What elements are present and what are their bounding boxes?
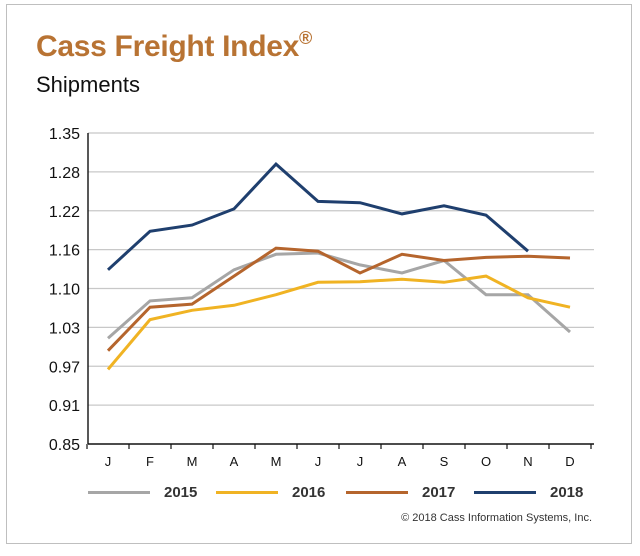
x-tick-label: A xyxy=(398,454,407,469)
legend-label: 2017 xyxy=(422,483,456,501)
x-tick-label: S xyxy=(440,454,449,469)
y-tick-label: 1.22 xyxy=(49,204,80,221)
copyright-text: © 2018 Cass Information Systems, Inc. xyxy=(401,512,592,524)
axes xyxy=(86,133,594,449)
legend-item-2015: 2015 xyxy=(88,480,197,504)
y-tick-label: 0.85 xyxy=(49,437,80,454)
legend-item-2018: 2018 xyxy=(474,480,583,504)
series-line-2018 xyxy=(106,162,529,271)
y-tick-label: 0.91 xyxy=(49,398,80,415)
series-line-2017 xyxy=(106,246,571,352)
x-tick-label: M xyxy=(271,454,282,469)
x-tick-label: D xyxy=(565,454,574,469)
legend-label: 2016 xyxy=(292,483,326,501)
x-tick-label: J xyxy=(315,454,322,469)
y-tick-label: 1.28 xyxy=(49,165,80,182)
y-tick-label: 1.16 xyxy=(49,243,80,260)
x-tick-label: O xyxy=(481,454,491,469)
x-tick-label: F xyxy=(146,454,154,469)
legend-swatch xyxy=(216,490,278,494)
grid-lines xyxy=(88,132,594,406)
legend-label: 2018 xyxy=(550,483,584,501)
legend-item-2016: 2016 xyxy=(216,480,325,504)
chart-title: Cass Freight Index® xyxy=(36,28,312,64)
y-tick-label: 0.97 xyxy=(49,359,80,376)
chart-subtitle: Shipments xyxy=(36,72,140,97)
x-tick-label: M xyxy=(187,454,198,469)
x-tick-label: N xyxy=(523,454,532,469)
chart-title-text: Cass Freight Index xyxy=(36,30,300,63)
x-tick-label: J xyxy=(105,454,112,469)
x-tick-label: J xyxy=(357,454,364,469)
y-tick-label: 1.35 xyxy=(49,126,80,143)
legend-item-2017: 2017 xyxy=(346,480,455,504)
legend: 2015 2016 2017 2018 xyxy=(88,480,588,504)
registered-mark: ® xyxy=(299,28,312,48)
tick-labels: 1.35 1.28 1.22 1.16 1.10 1.03 0.97 0.91 0.85 J F M A… xyxy=(49,126,575,469)
x-tick-label: A xyxy=(230,454,239,469)
y-tick-label: 1.03 xyxy=(49,320,80,337)
legend-swatch xyxy=(474,490,536,494)
series-line-2016 xyxy=(106,274,571,371)
series-line-2015 xyxy=(107,251,571,340)
legend-swatch xyxy=(346,490,408,494)
chart-frame xyxy=(6,4,632,544)
y-tick-label: 1.10 xyxy=(49,282,80,299)
series-lines xyxy=(106,162,571,371)
legend-swatch xyxy=(88,490,150,494)
legend-label: 2015 xyxy=(164,483,198,501)
